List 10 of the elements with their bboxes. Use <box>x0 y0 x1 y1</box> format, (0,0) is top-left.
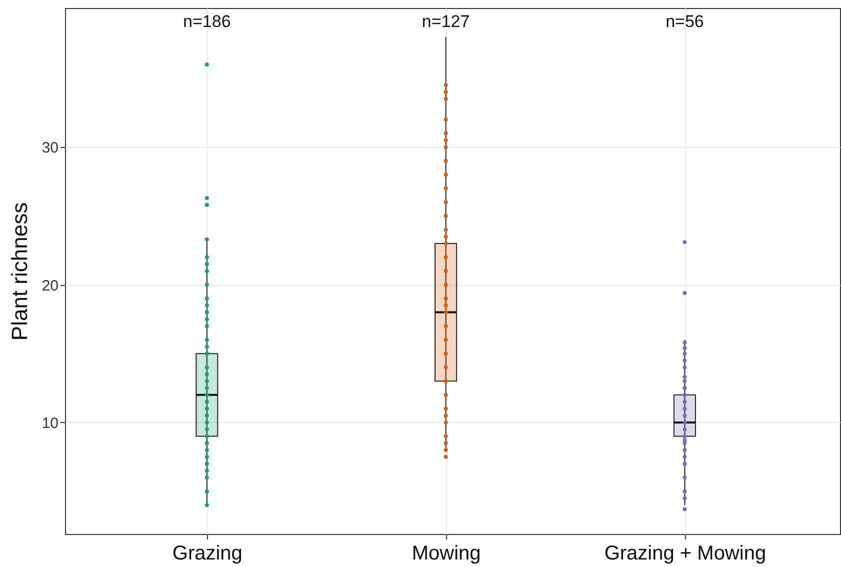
y-tick-label: 10 <box>42 414 58 432</box>
y-tick-label: 20 <box>42 277 58 294</box>
annotation: n=127 <box>422 12 470 31</box>
x-tick-label: Mowing <box>412 542 481 564</box>
annotation: n=186 <box>183 12 231 31</box>
y-axis-title: Plant richness <box>6 202 32 341</box>
annotation: n=56 <box>666 12 704 31</box>
x-tick-label: Grazing <box>172 542 242 564</box>
x-tick-label: Grazing + Mowing <box>604 542 766 564</box>
y-tick-label: 30 <box>42 140 58 157</box>
